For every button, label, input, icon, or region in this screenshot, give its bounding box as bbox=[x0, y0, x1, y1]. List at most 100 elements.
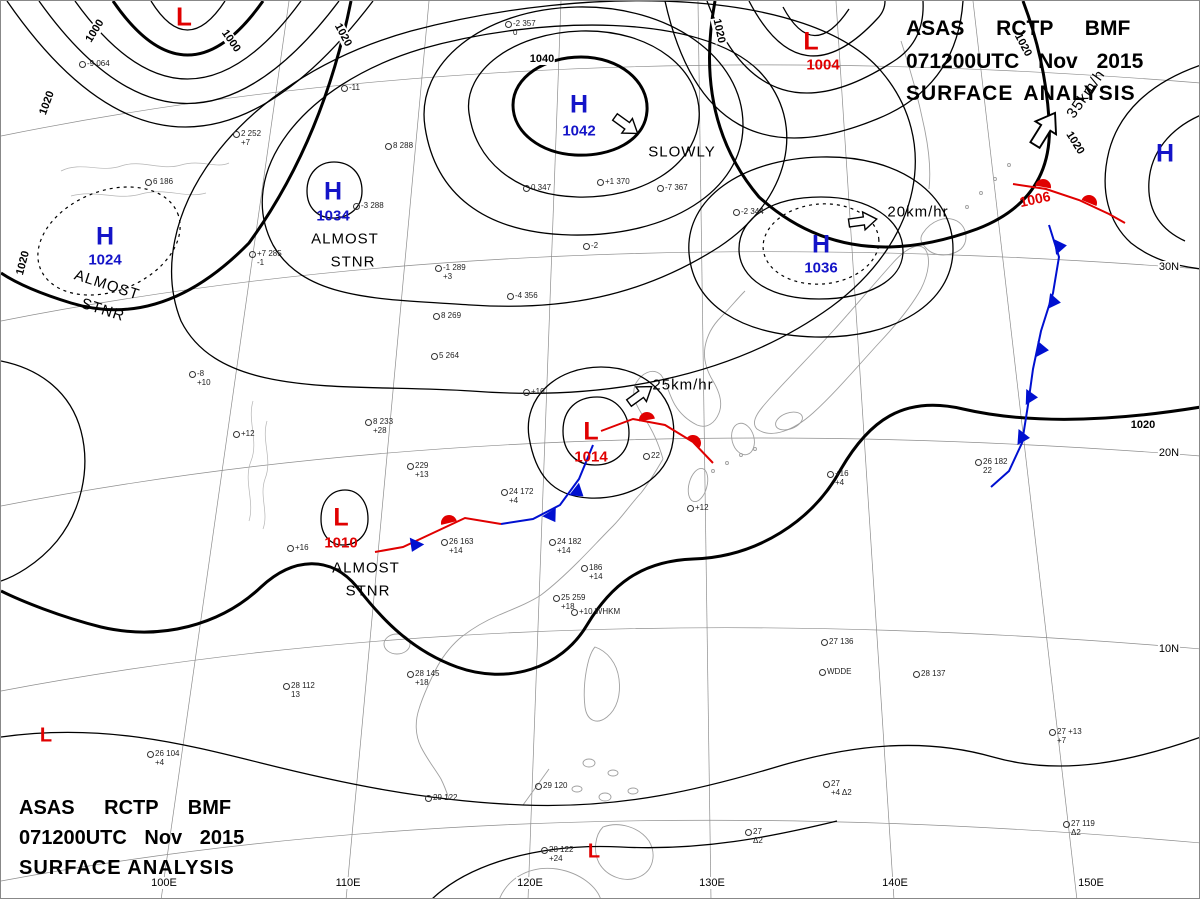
station-plot: 22 bbox=[643, 451, 660, 460]
coastline bbox=[571, 785, 583, 793]
warm-front-symbol bbox=[1035, 179, 1051, 189]
grid-line bbox=[1, 251, 1199, 322]
station-plot: 26 104 +4 bbox=[146, 749, 180, 767]
station-plot: 27 +4 Δ2 bbox=[823, 779, 852, 797]
station-plot: 186 +14 bbox=[581, 563, 603, 581]
coastline bbox=[499, 867, 601, 898]
station-plot: -7 367 bbox=[657, 183, 688, 192]
longitude-label: 140E bbox=[881, 877, 909, 889]
coastline bbox=[775, 411, 803, 431]
isobar-line bbox=[562, 396, 630, 466]
isobar-value-label: 1020 bbox=[331, 20, 355, 50]
station-plot: -2 bbox=[582, 241, 599, 250]
pressure-center-h: H bbox=[1155, 139, 1175, 168]
warm-front-symbol bbox=[639, 412, 655, 422]
coastline bbox=[262, 420, 269, 530]
isobar-line bbox=[6, 1, 374, 128]
isobar-line bbox=[1, 360, 86, 582]
isobar-line bbox=[748, 1, 886, 57]
longitude-label: 130E bbox=[698, 877, 726, 889]
longitude-label: 150E bbox=[1077, 877, 1105, 889]
product-name: SURFACE ANALYSIS bbox=[906, 82, 1136, 106]
pressure-center-h: H bbox=[569, 90, 589, 119]
isobar-line bbox=[706, 1, 924, 94]
coastline bbox=[900, 40, 931, 190]
coastline bbox=[993, 177, 997, 181]
station-plot: -2 357 0 bbox=[505, 19, 536, 37]
coastline bbox=[582, 758, 596, 768]
isobar-value-label: 1040 bbox=[528, 53, 556, 65]
isobar-line bbox=[664, 1, 964, 139]
station-plot: 28 112 13 bbox=[283, 681, 315, 699]
movement-arrow bbox=[847, 210, 878, 232]
station-plot: +1 370 bbox=[597, 177, 630, 186]
station-plot: -8 +10 bbox=[189, 369, 211, 387]
title-block-top-right: ASAS RCTP BMF 071200UTC Nov 2015 SURFACE… bbox=[906, 13, 1186, 111]
isobar-line bbox=[1, 1, 353, 312]
station-plot: +7 285 -1 bbox=[249, 249, 282, 267]
motion-label: 25km/hr bbox=[652, 376, 714, 394]
stationary-front-line bbox=[374, 516, 502, 553]
station-plot: -3 288 bbox=[353, 201, 384, 210]
cold-front-symbol bbox=[1036, 341, 1049, 357]
pressure-center-h: H bbox=[95, 222, 115, 251]
station-plot: 29 120 bbox=[534, 781, 568, 790]
grid-line bbox=[1, 627, 1199, 692]
motion-label: STNR bbox=[330, 253, 376, 271]
latitude-label: 10N bbox=[1157, 643, 1181, 655]
product-id: ASAS RCTP BMF bbox=[19, 797, 232, 819]
isobar-value-label: 1020 bbox=[36, 88, 58, 118]
coastline bbox=[607, 769, 619, 777]
station-plot: 25 259 +18 bbox=[552, 593, 586, 611]
pressure-center-l: L bbox=[583, 417, 599, 446]
dotted-isobar bbox=[762, 203, 880, 285]
station-plot: -2 344 bbox=[733, 207, 764, 216]
pressure-center-value: 1024 bbox=[88, 251, 122, 269]
station-plot: 26 163 +14 bbox=[440, 537, 474, 555]
grid-line bbox=[835, 1, 895, 898]
coastline bbox=[247, 400, 255, 522]
cold-front-symbol bbox=[1017, 429, 1030, 445]
isobar-line bbox=[150, 1, 226, 31]
pressure-center-value: 1010 bbox=[324, 534, 358, 552]
isobar-line bbox=[432, 820, 838, 898]
isobar-value-label: 1020 bbox=[1062, 128, 1088, 158]
station-plot: +16 bbox=[287, 543, 309, 552]
motion-label: SLOWLY bbox=[648, 143, 716, 161]
isobar-value-label: 1020 bbox=[1129, 419, 1157, 431]
pressure-center-l: L bbox=[803, 27, 819, 56]
grid-line bbox=[1, 819, 1199, 882]
longitude-label: 100E bbox=[150, 877, 178, 889]
station-plot: 5 264 bbox=[430, 351, 460, 360]
coastline bbox=[739, 453, 743, 457]
station-plot: 24 182 +14 bbox=[548, 537, 582, 555]
station-plot: +10 WHKM bbox=[570, 607, 621, 616]
warm-front-line bbox=[1012, 183, 1126, 224]
movement-arrow bbox=[611, 112, 639, 135]
isobar-line bbox=[1, 403, 1199, 676]
latitude-label: 20N bbox=[1157, 447, 1181, 459]
station-plot: -11 bbox=[341, 83, 360, 92]
coastline bbox=[60, 162, 230, 172]
motion-label: STNR bbox=[79, 294, 127, 326]
motion-label: 20km/hr bbox=[887, 203, 949, 221]
coastline bbox=[383, 633, 411, 655]
grid-line bbox=[345, 1, 430, 898]
warm-front-symbol bbox=[441, 515, 457, 525]
coastline bbox=[753, 447, 757, 451]
latitude-label: 30N bbox=[1157, 261, 1181, 273]
movement-arrow bbox=[1029, 111, 1058, 150]
cold-front-symbol bbox=[542, 507, 556, 523]
pressure-center-value: 1036 bbox=[804, 259, 838, 277]
isobar-line bbox=[320, 489, 369, 546]
station-plot: 28 145 +18 bbox=[406, 669, 440, 687]
isobar-value-label: 1000 bbox=[218, 26, 244, 56]
isobar-line bbox=[306, 161, 363, 219]
coastline bbox=[965, 205, 969, 209]
grid-line bbox=[697, 1, 712, 898]
title-block-bottom-left: ASAS RCTP BMF 071200UTC Nov 2015 SURFACE… bbox=[19, 793, 295, 883]
coastline bbox=[598, 792, 612, 802]
pressure-center-l: L bbox=[587, 840, 601, 863]
